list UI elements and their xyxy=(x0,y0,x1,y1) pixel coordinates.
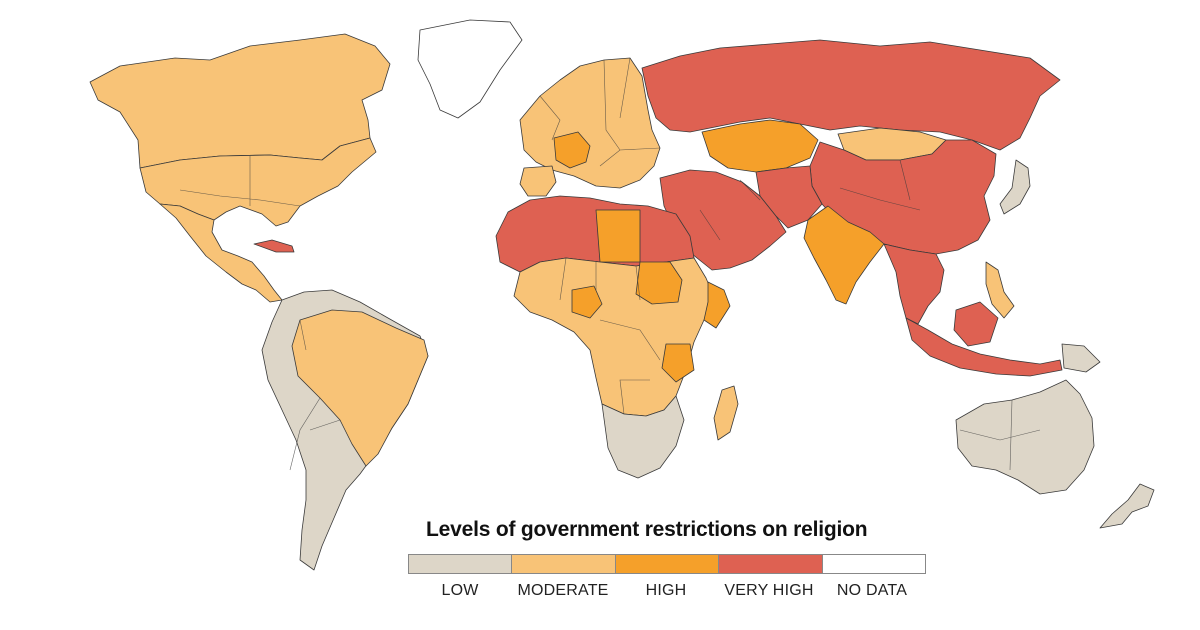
country-borders xyxy=(179,57,1041,471)
legend-swatch-low xyxy=(409,555,513,573)
region-kazakhstan xyxy=(701,119,819,173)
legend-title: Levels of government restrictions on rel… xyxy=(426,518,868,541)
legend-label-no-data: NO DATA xyxy=(836,582,908,599)
legend-swatch-moderate xyxy=(512,555,616,573)
legend-color-bar xyxy=(408,554,926,574)
region-philippines xyxy=(985,261,1015,319)
region-brazil xyxy=(291,309,429,467)
legend-label-low: LOW xyxy=(441,582,479,599)
region-nigeria xyxy=(571,285,603,319)
region-cuba xyxy=(253,239,295,253)
legend-label-high: HIGH xyxy=(645,582,687,599)
region-russia xyxy=(641,39,1061,151)
region-madagascar xyxy=(713,385,739,441)
region-sub-saharan-africa xyxy=(513,257,717,417)
region-papua-new-guinea xyxy=(1061,343,1101,373)
region-indonesia xyxy=(905,317,1063,377)
region-france xyxy=(553,131,591,169)
region-mexico-central-america xyxy=(159,203,283,303)
region-australia xyxy=(955,379,1095,495)
legend-label-moderate: MODERATE xyxy=(517,582,609,599)
map-land xyxy=(89,19,1155,571)
region-borneo xyxy=(953,301,999,347)
region-new-zealand xyxy=(1099,483,1155,529)
region-iberia xyxy=(519,165,557,197)
region-japan xyxy=(999,159,1031,215)
region-tanzania xyxy=(661,343,695,383)
region-somalia xyxy=(703,281,731,329)
region-southeast-asia xyxy=(883,243,945,325)
region-central-south-asia xyxy=(755,165,823,229)
region-sudan xyxy=(635,261,683,305)
legend-swatch-high xyxy=(615,555,720,573)
legend-label-very-high: VERY HIGH xyxy=(724,582,814,599)
legend-swatch-no-data xyxy=(822,555,926,573)
region-india xyxy=(803,205,885,305)
region-southern-africa xyxy=(601,395,685,479)
region-libya xyxy=(595,209,641,263)
region-canada xyxy=(89,33,391,169)
region-greenland xyxy=(417,19,523,119)
legend-swatch-very-high xyxy=(719,555,823,573)
